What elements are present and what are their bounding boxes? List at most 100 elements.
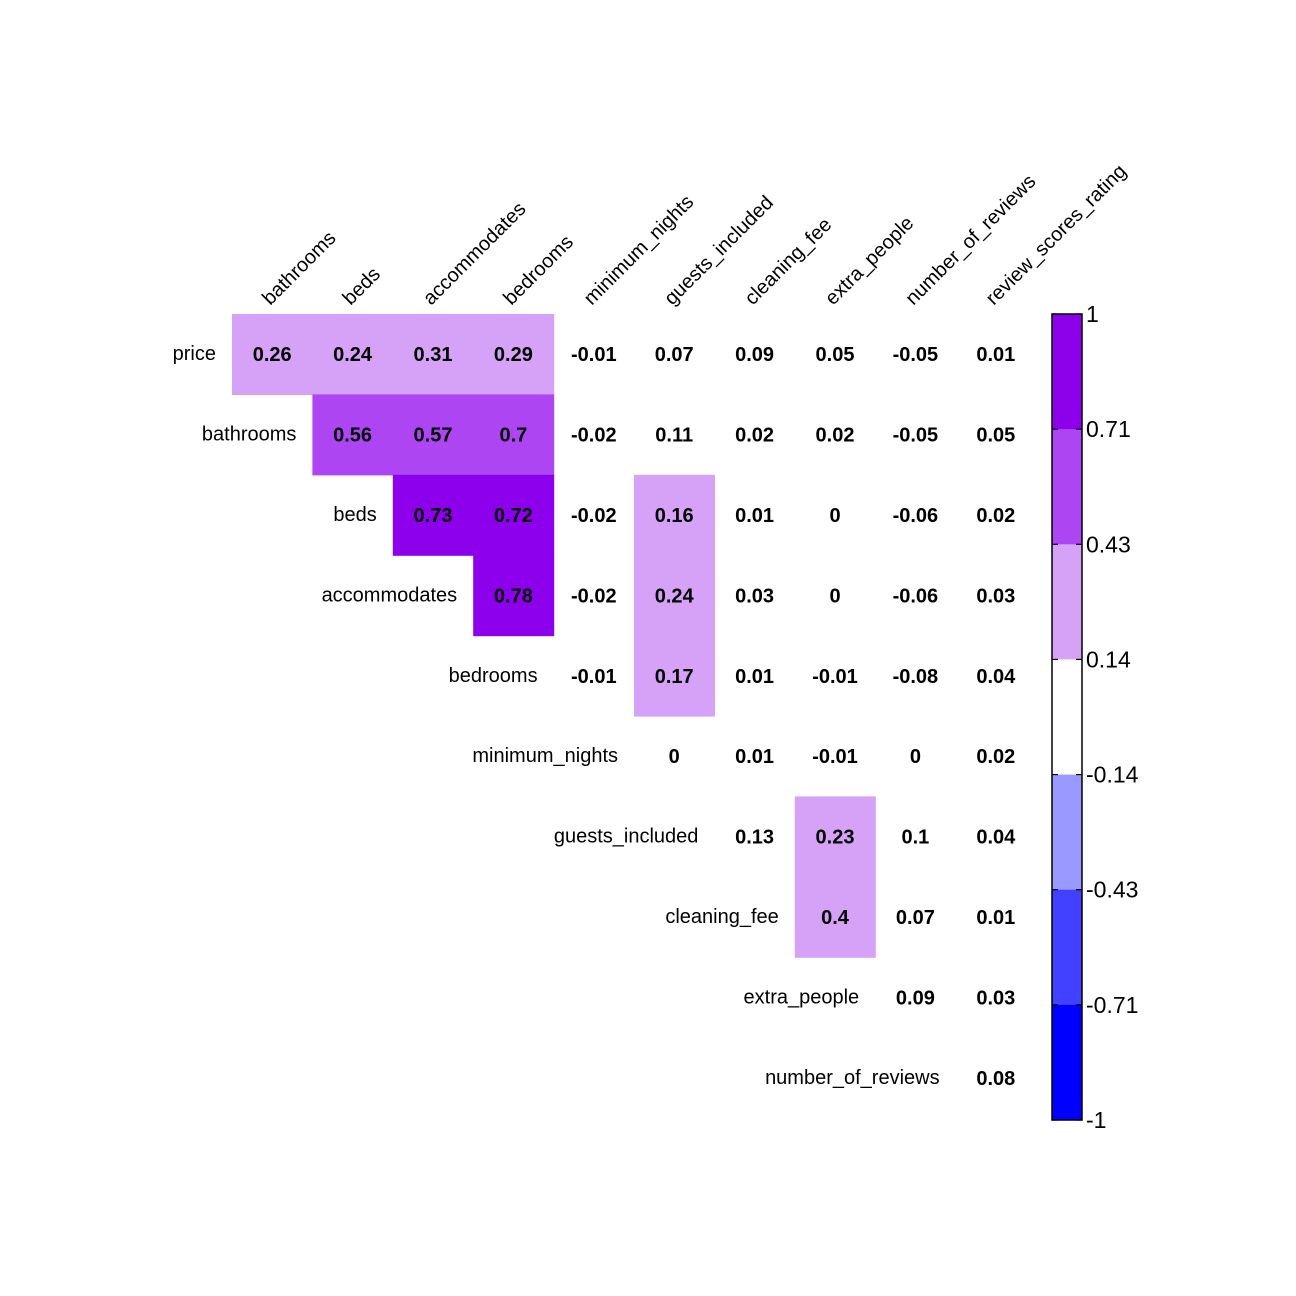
cell-value-label: -0.05: [893, 425, 939, 447]
colorbar-tick-label: -0.14: [1086, 762, 1139, 788]
heatmap-cell: [473, 314, 555, 395]
cell-value-label: 0.24: [655, 585, 695, 607]
cell-value-label: 0.07: [896, 907, 935, 929]
row-label: extra_people: [744, 986, 860, 1008]
cell-value-label: 0.03: [976, 585, 1015, 607]
colorbar-tick-label: -0.71: [1086, 992, 1138, 1018]
cell-value-label: -0.02: [571, 425, 617, 447]
column-label: beds: [339, 263, 385, 309]
colorbar-segment: [1052, 314, 1082, 430]
cell-value-label: 0.01: [976, 907, 1015, 929]
cell-value-label: 0.08: [976, 1068, 1015, 1090]
cell-value-label: 0.31: [414, 344, 453, 366]
cell-value-label: 0.09: [735, 344, 774, 366]
cell-value-label: 0.78: [494, 585, 533, 607]
column-label: bedrooms: [499, 231, 577, 309]
colorbar-tick-label: 0.14: [1086, 646, 1131, 672]
row-label: accommodates: [322, 584, 458, 606]
heatmap-cell-values: 0.26 0.24 0.31 0.29 -0.01 0.07 0.09 0.05 -0.05 0.…: [253, 344, 1016, 1090]
cell-value-label: 0.02: [816, 425, 855, 447]
cell-value-label: 0.01: [735, 666, 774, 688]
cell-value-label: 0.01: [976, 344, 1015, 366]
heatmap-cell: [392, 314, 474, 395]
heatmap-cell: [232, 314, 313, 395]
heatmap-cell: [312, 394, 394, 476]
cell-value-label: 0.72: [494, 505, 533, 527]
heatmap-cell: [794, 876, 876, 958]
heatmap-cell: [473, 474, 555, 556]
column-label: number_of_reviews: [901, 171, 1040, 310]
cell-value-label: -0.02: [571, 585, 617, 607]
cell-value-label: -0.06: [893, 505, 939, 527]
cell-value-label: 0.07: [655, 344, 694, 366]
cell-value-label: 0.01: [735, 505, 774, 527]
cell-value-label: -0.01: [812, 746, 858, 768]
cell-value-label: 0.03: [976, 987, 1015, 1009]
cell-value-label: 0.24: [333, 344, 373, 366]
cell-value-label: 0.26: [253, 344, 292, 366]
cell-value-label: -0.02: [571, 505, 617, 527]
cell-value-label: -0.08: [893, 666, 939, 688]
row-label: minimum_nights: [472, 745, 618, 767]
cell-value-label: -0.01: [571, 344, 617, 366]
colorbar-tick-label: 1: [1086, 301, 1099, 327]
colorbar-tick-label: 0.43: [1086, 531, 1131, 557]
cell-value-label: 0.1: [901, 827, 929, 849]
colorbar-segment: [1052, 659, 1082, 776]
row-label: number_of_reviews: [765, 1067, 940, 1089]
colorbar-segment: [1052, 544, 1082, 660]
cell-value-label: 0.05: [816, 344, 855, 366]
colorbar-segment: [1052, 774, 1082, 891]
cell-value-label: 0.29: [494, 344, 533, 366]
heatmap-cell: [634, 635, 715, 717]
row-label: price: [173, 343, 216, 365]
colorbar-tick-label: -1: [1086, 1107, 1106, 1133]
heatmap-cells: [232, 314, 876, 958]
colorbar-segment: [1052, 889, 1082, 1006]
heatmap-cell: [392, 394, 474, 476]
cell-value-label: 0.56: [333, 425, 372, 447]
colorbar-segment: [1052, 1004, 1082, 1121]
heatmap-cell: [794, 796, 876, 878]
cell-value-label: 0.03: [735, 585, 774, 607]
cell-value-label: 0.02: [976, 746, 1015, 768]
row-label: guests_included: [554, 826, 699, 848]
heatmap-cell: [312, 314, 394, 395]
cell-value-label: 0.09: [896, 987, 935, 1009]
colorbar-frame: [1051, 313, 1083, 1121]
cell-value-label: 0: [829, 585, 840, 607]
cell-value-label: 0.7: [499, 425, 527, 447]
colorbar-segment: [1052, 429, 1082, 545]
cell-value-label: 0.13: [735, 827, 774, 849]
cell-value-label: 0.04: [976, 666, 1016, 688]
row-label: cleaning_fee: [665, 906, 778, 928]
cell-value-label: 0.02: [976, 505, 1015, 527]
cell-value-label: 0.01: [735, 746, 774, 768]
cell-value-label: 0.23: [816, 827, 855, 849]
heatmap-cell: [392, 474, 474, 556]
cell-value-label: 0.57: [414, 425, 453, 447]
row-labels: price bathrooms beds accommodates bedrooms mi…: [173, 343, 940, 1089]
column-label: bathrooms: [258, 227, 340, 309]
cell-value-label: 0.11: [655, 425, 693, 447]
cell-value-label: 0.4: [821, 907, 850, 929]
cell-value-label: 0: [829, 505, 840, 527]
heatmap-cell: [473, 394, 555, 476]
cell-value-label: 0: [669, 746, 680, 768]
cell-value-label: 0.73: [414, 505, 453, 527]
heatmap-cell: [634, 474, 715, 556]
cell-value-label: 0.17: [655, 666, 694, 688]
cell-value-label: 0: [910, 746, 921, 768]
cell-value-label: 0.05: [976, 425, 1015, 447]
cell-value-label: 0.16: [655, 505, 694, 527]
row-label: bathrooms: [202, 424, 297, 446]
heatmap-cell: [473, 555, 555, 637]
row-label: bedrooms: [449, 665, 538, 687]
cell-value-label: -0.06: [893, 585, 939, 607]
colorbar: 1 0.71 0.43 0.14 -0.14 -0.43 -0.71 -1: [1051, 301, 1139, 1133]
colorbar-tick-label: 0.71: [1086, 416, 1131, 442]
cell-value-label: -0.01: [571, 666, 617, 688]
column-label: review_scores_rating: [982, 160, 1131, 309]
